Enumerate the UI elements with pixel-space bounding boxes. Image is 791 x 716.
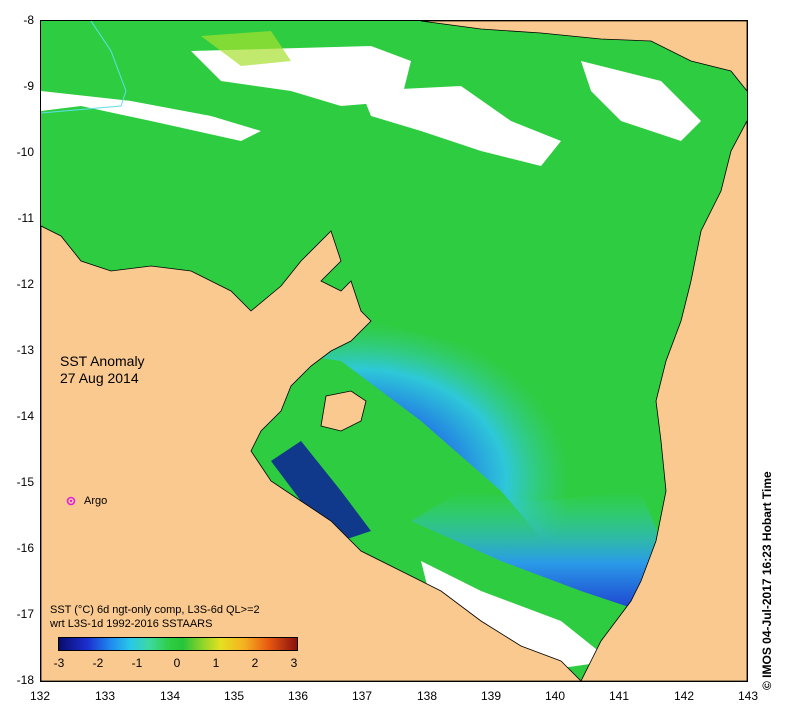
map-title-line1: SST Anomaly [60,353,145,369]
map-title-date: 27 Aug 2014 [60,370,139,386]
land-east [580,120,747,681]
no-data-patch [421,561,611,671]
sst-anomaly-map [41,21,747,681]
lat-tick: -12 [16,277,34,291]
no-data-patch [581,61,701,141]
lon-tick: 137 [351,689,373,703]
colorbar-tick: -2 [92,656,104,670]
lon-tick: 141 [608,689,630,703]
lon-tick: 143 [737,689,759,703]
lat-tick: -13 [16,343,34,357]
legend-line1: SST (°C) 6d ngt-only comp, L3S-6d QL>=2 [50,604,260,616]
map-title: SST Anomaly 27 Aug 2014 [60,353,145,387]
deep-cold-band [271,441,371,541]
island-groote [320,390,367,432]
colorbar [58,637,298,651]
colorbar-tick: -3 [53,656,65,670]
lon-tick: 133 [94,689,116,703]
lon-tick: 142 [673,689,695,703]
lat-tick: -10 [16,145,34,159]
argo-marker-icon [66,496,76,506]
colorbar-tick: 1 [212,656,220,670]
lat-tick: -16 [16,541,34,555]
land-west [41,225,582,681]
colorbar-tick: 3 [290,656,298,670]
lat-tick: -14 [16,409,34,423]
yellow-warm-patch [201,31,291,66]
land-new-guinea [420,21,747,92]
no-data-patch [361,86,561,166]
colorbar-tick: 0 [173,656,181,670]
legend-line2: wrt L3S-1d 1992-2016 SSTAARS [50,618,213,630]
lon-tick: 132 [29,689,51,703]
lon-tick: 139 [480,689,502,703]
lat-tick: -17 [16,607,34,621]
map-panel [40,20,748,682]
south-cold-band [411,491,661,611]
lat-tick: -9 [23,79,34,93]
lon-tick: 134 [159,689,181,703]
colorbar-tick: 2 [251,656,259,670]
lat-tick: -11 [17,211,34,225]
lat-tick: -18 [16,673,34,687]
lat-tick: -8 [23,13,34,27]
no-data-patch [41,91,261,141]
lon-tick: 135 [223,689,245,703]
lon-tick: 138 [416,689,438,703]
argo-label: Argo [84,495,108,507]
boundary-line [41,21,127,114]
lon-tick: 140 [544,689,566,703]
lat-tick: -15 [16,475,34,489]
lon-tick: 136 [287,689,309,703]
legend-caption: SST (°C) 6d ngt-only comp, L3S-6d QL>=2 … [50,603,260,631]
credit-text: © IMOS 04-Jul-2017 16:23 Hobart Time [760,471,774,690]
colorbar-tick: -1 [131,656,143,670]
